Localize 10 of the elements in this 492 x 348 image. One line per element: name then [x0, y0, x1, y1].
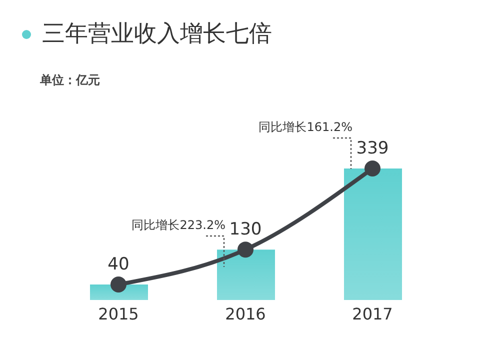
- data-label: 40: [108, 254, 130, 274]
- data-label: 339: [356, 138, 389, 159]
- text: 同比增长161.2%: [258, 118, 352, 136]
- chart-subtitle: 单位：亿元: [40, 72, 100, 89]
- data-label: 130: [229, 220, 262, 240]
- annotation: 同比增长223.2%: [130, 216, 226, 234]
- chart-title: 三年营业收入增长七倍: [42, 20, 272, 49]
- x-tick-label: 2016: [225, 304, 266, 324]
- x-tick-label: 2015: [98, 304, 139, 324]
- x-tick-label: 2017: [352, 304, 393, 324]
